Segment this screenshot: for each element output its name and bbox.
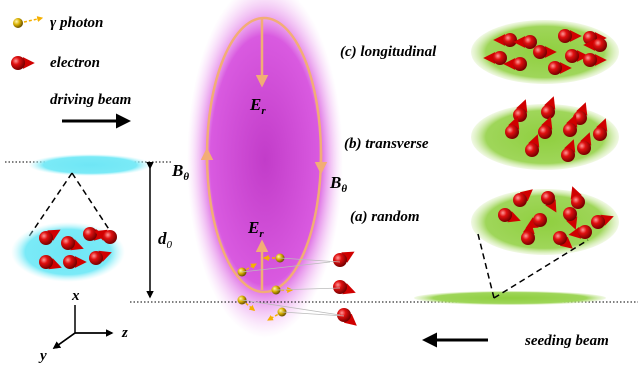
- electron: [39, 255, 53, 269]
- photon-icon: [13, 18, 23, 28]
- electron: [503, 33, 517, 47]
- electron: [563, 207, 577, 221]
- legend-label: electron: [50, 55, 100, 71]
- electron: [553, 231, 567, 245]
- electron: [573, 111, 587, 125]
- electron: [11, 56, 25, 70]
- electron: [521, 231, 535, 245]
- electron: [533, 45, 547, 59]
- electron: [333, 280, 347, 294]
- electron: [577, 141, 591, 155]
- electron: [548, 61, 562, 75]
- field-label: Bθ: [171, 161, 189, 183]
- field-label: Bθ: [329, 173, 347, 195]
- seeding-beam-bunch: [414, 291, 606, 305]
- electron: [583, 53, 597, 67]
- electron: [593, 127, 607, 141]
- electron: [591, 215, 605, 229]
- electron: [513, 57, 527, 71]
- axis-label: x: [71, 288, 80, 304]
- electron: [63, 255, 77, 269]
- electron: [498, 208, 512, 222]
- electron: [83, 227, 97, 241]
- electron: [541, 105, 555, 119]
- electron: [558, 29, 572, 43]
- electron: [525, 143, 539, 157]
- electron: [563, 123, 577, 137]
- electron: [523, 35, 537, 49]
- electron: [493, 51, 507, 65]
- electron: [61, 236, 75, 250]
- electron: [571, 195, 585, 209]
- electron: [578, 225, 592, 239]
- electron: [538, 125, 552, 139]
- electron: [513, 108, 527, 122]
- seeding-beam-label: seeding beam: [524, 333, 609, 349]
- electron: [565, 49, 579, 63]
- electron: [533, 213, 547, 227]
- axis-label: z: [121, 325, 128, 341]
- electron: [513, 193, 527, 207]
- electron: [505, 125, 519, 139]
- polarization-label: (a) random: [350, 209, 420, 225]
- distance-label: d0: [158, 229, 173, 251]
- electron: [103, 230, 117, 244]
- electron: [89, 251, 103, 265]
- polarization-label: (c) longitudinal: [340, 44, 437, 60]
- axis-label: y: [38, 348, 47, 364]
- legend-label: γ photon: [50, 15, 103, 31]
- electron: [541, 191, 555, 205]
- axis: [54, 333, 75, 348]
- driving-beam-label: driving beam: [50, 92, 131, 108]
- electron: [593, 38, 607, 52]
- polarization-label: (b) transverse: [344, 136, 429, 152]
- electron: [561, 148, 575, 162]
- driving-beam-bunch: [28, 154, 152, 176]
- electron: [39, 231, 53, 245]
- diagram: Er Er Bθ Bθ driving beam d0 (c) longitud…: [0, 0, 638, 375]
- electron: [333, 253, 347, 267]
- photon-arrow: [24, 18, 42, 22]
